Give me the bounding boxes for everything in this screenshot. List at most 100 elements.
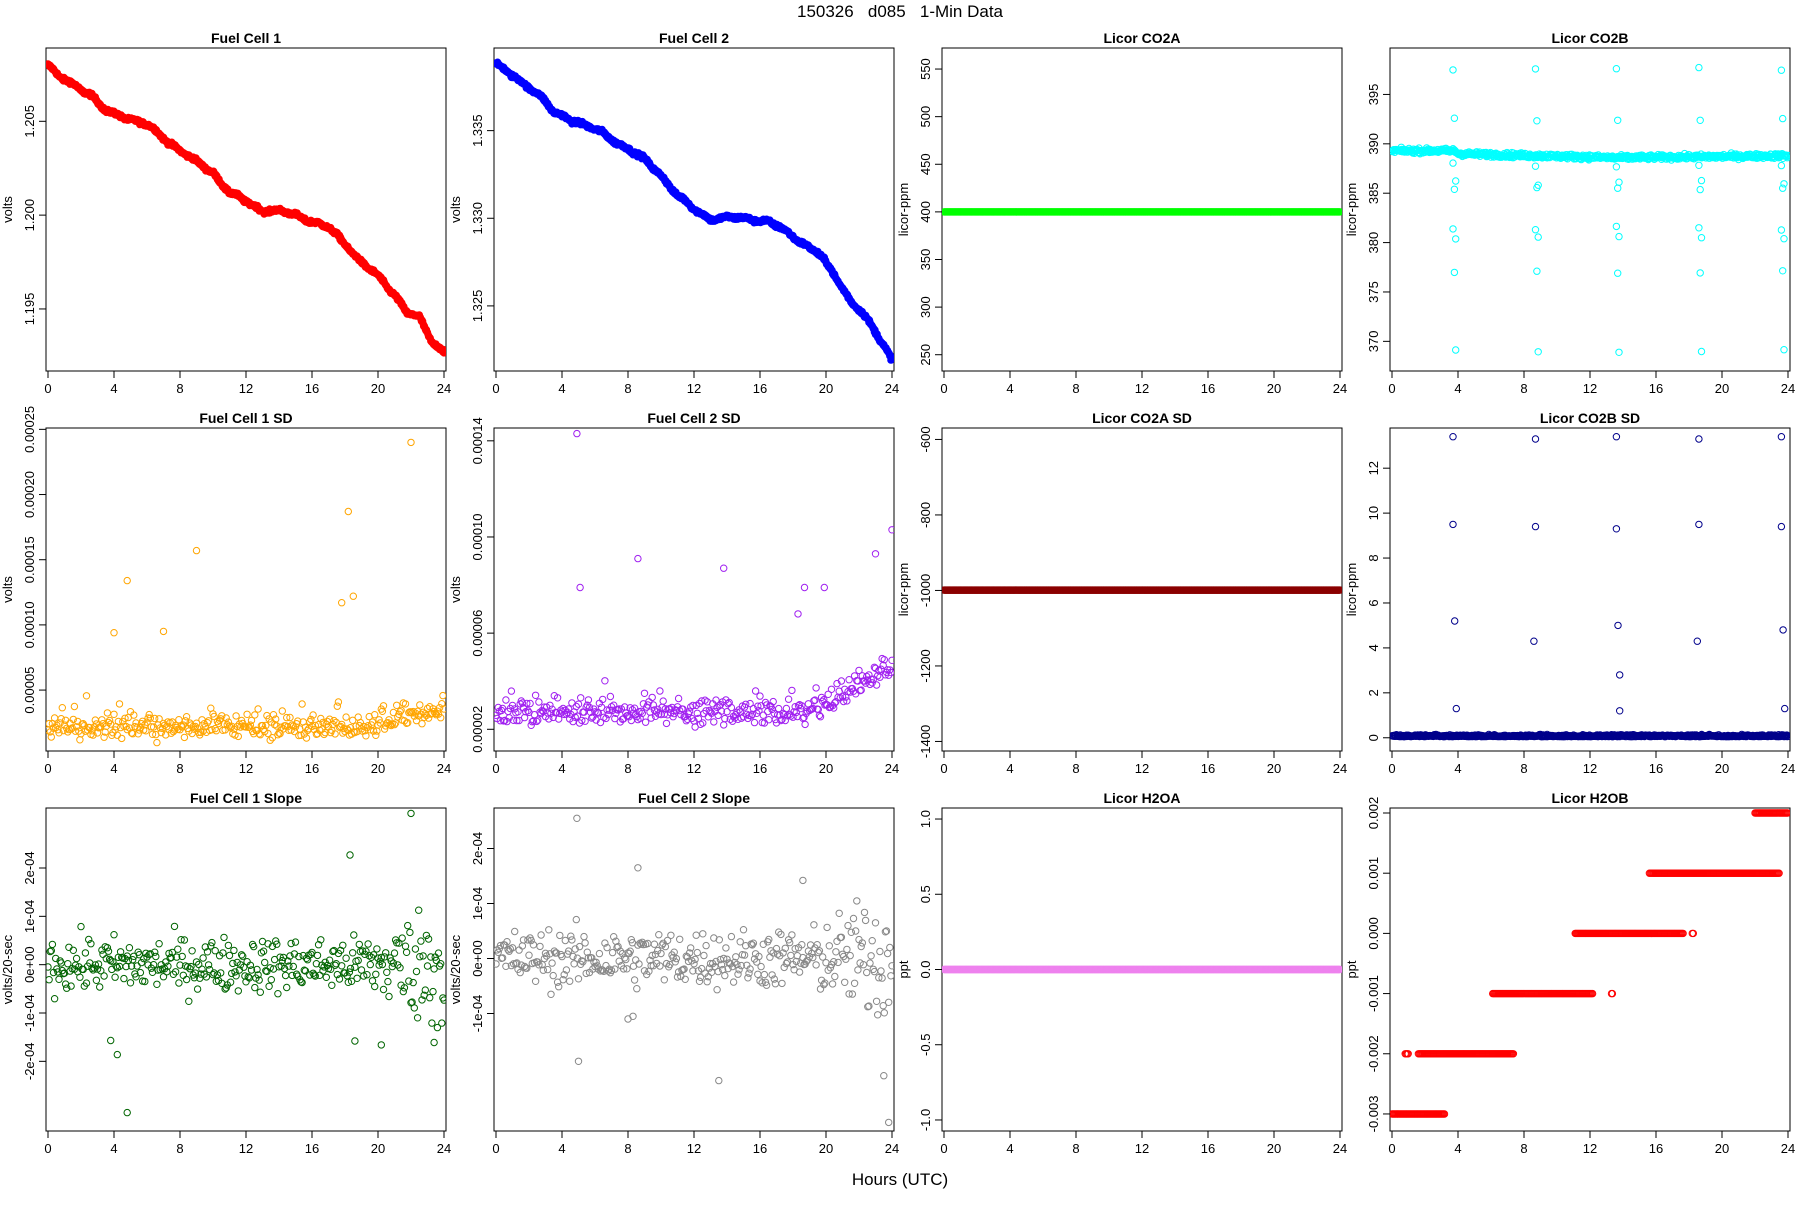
- x-tick-label: 20: [1715, 381, 1729, 396]
- y-tick-label: -800: [918, 502, 933, 528]
- x-tick-label: 24: [1781, 381, 1795, 396]
- data-point: [1696, 64, 1702, 70]
- x-tick-label: 20: [819, 381, 833, 396]
- data-point: [111, 711, 117, 717]
- data-point: [1778, 67, 1784, 73]
- y-axis-label: volts: [0, 576, 15, 603]
- x-tick-label: 8: [176, 381, 183, 396]
- y-tick-label: 0.00014: [470, 417, 485, 464]
- x-tick-label: 12: [1583, 381, 1597, 396]
- y-tick-label: -600: [918, 426, 933, 452]
- data-point: [334, 703, 340, 709]
- data-point: [751, 719, 757, 725]
- panel-title: Licor CO2B: [1551, 30, 1628, 46]
- data-point: [1450, 67, 1456, 73]
- data-point: [821, 584, 827, 590]
- data-point: [1613, 66, 1619, 72]
- x-tick-label: 8: [1072, 381, 1079, 396]
- y-tick-label: 380: [1366, 232, 1381, 254]
- y-tick-label: 370: [1366, 330, 1381, 352]
- panel-title: Fuel Cell 1 SD: [199, 410, 292, 426]
- data-point: [801, 584, 807, 590]
- x-tick-label: 4: [110, 761, 117, 776]
- data-point: [350, 593, 356, 599]
- data-point: [760, 712, 766, 718]
- data-point: [721, 722, 727, 728]
- data-point: [417, 702, 423, 708]
- data-point: [1778, 227, 1784, 233]
- data-point: [1697, 186, 1703, 192]
- x-tick-label: 16: [753, 381, 767, 396]
- data-point: [343, 714, 349, 720]
- x-tick-label: 16: [1649, 381, 1663, 396]
- data-point: [104, 710, 110, 716]
- y-axis-label: licor-ppm: [896, 183, 911, 236]
- data-points: [941, 209, 1343, 215]
- data-point: [715, 712, 721, 718]
- y-tick-label: 1.325: [470, 290, 485, 323]
- x-tick-label: 24: [1333, 761, 1347, 776]
- panel-title: Fuel Cell 2 SD: [647, 410, 740, 426]
- x-tick-label: 12: [687, 761, 701, 776]
- data-point: [1780, 268, 1786, 274]
- data-point: [1613, 164, 1619, 170]
- y-tick-label: 0.00015: [22, 536, 37, 583]
- y-tick-label: 1.330: [470, 202, 485, 235]
- data-point: [176, 717, 182, 723]
- data-point: [116, 701, 122, 707]
- data-point: [503, 697, 509, 703]
- data-point: [766, 717, 772, 723]
- x-tick-label: 24: [885, 761, 899, 776]
- data-point: [1780, 185, 1786, 191]
- panel-title: Licor CO2B SD: [1540, 410, 1640, 426]
- data-point: [649, 694, 655, 700]
- data-point: [508, 688, 514, 694]
- x-tick-label: 16: [305, 381, 319, 396]
- x-tick-label: 4: [1454, 381, 1461, 396]
- x-tick-label: 20: [1267, 381, 1281, 396]
- data-point: [1453, 347, 1459, 353]
- data-point: [1450, 160, 1456, 166]
- figure-title: 150326 d085 1-Min Data: [0, 2, 1800, 22]
- y-tick-label: 375: [1366, 281, 1381, 303]
- x-tick-label: 20: [371, 381, 385, 396]
- data-point: [1535, 349, 1541, 355]
- y-tick-label: 0.00005: [22, 667, 37, 714]
- x-tick-label: 8: [1072, 761, 1079, 776]
- data-point: [1615, 117, 1621, 123]
- data-point: [635, 555, 641, 561]
- data-points: [493, 59, 895, 363]
- data-point: [802, 721, 808, 727]
- data-point: [193, 547, 199, 553]
- y-tick-label: 0.00006: [470, 610, 485, 657]
- data-point: [657, 688, 663, 694]
- data-point: [1616, 179, 1622, 185]
- data-point: [99, 717, 105, 723]
- x-tick-label: 24: [885, 381, 899, 396]
- y-tick-label: 1.335: [470, 114, 485, 147]
- data-point: [419, 721, 425, 727]
- data-point: [51, 715, 57, 721]
- data-point: [1781, 181, 1787, 187]
- x-tick-label: 12: [1135, 761, 1149, 776]
- data-point: [536, 699, 542, 705]
- y-tick-label: 550: [918, 58, 933, 80]
- data-point: [872, 551, 878, 557]
- panel-title: Licor CO2A SD: [1092, 410, 1192, 426]
- data-point: [1697, 270, 1703, 276]
- x-tick-label: 16: [1201, 381, 1215, 396]
- data-points: [1389, 434, 1791, 740]
- x-tick-label: 4: [558, 381, 565, 396]
- data-points: [941, 587, 1343, 593]
- y-tick-label: 450: [918, 153, 933, 175]
- y-tick-label: 390: [1366, 133, 1381, 155]
- x-tick-label: 8: [624, 761, 631, 776]
- panel-title: Licor CO2A: [1103, 30, 1180, 46]
- x-tick-label: 8: [1520, 381, 1527, 396]
- data-points: [1389, 64, 1791, 355]
- plot-frame: [46, 428, 446, 751]
- x-tick-label: 4: [1006, 381, 1013, 396]
- data-point: [279, 708, 285, 714]
